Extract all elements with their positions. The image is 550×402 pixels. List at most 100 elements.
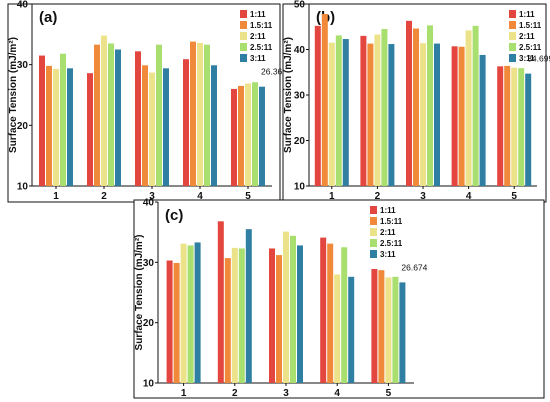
y-tick-label: 20	[17, 121, 29, 132]
bar-2-11-cat-5	[385, 277, 392, 383]
bar-1-5-11-cat-4	[458, 46, 465, 186]
legend-swatch	[509, 32, 516, 40]
bar-2-11-cat-4	[197, 42, 203, 187]
x-tick-label: 2	[101, 191, 107, 202]
legend-label: 3:11	[519, 54, 535, 63]
legend-label: 2:11	[380, 228, 396, 237]
bar-2-11-cat-2	[374, 34, 381, 186]
legend-swatch	[370, 239, 377, 247]
y-tick-label: 30	[294, 91, 306, 102]
bar-1-11-cat-5	[371, 268, 378, 383]
bar-1-5-11-cat-1	[173, 262, 180, 383]
legend-swatch	[240, 32, 247, 40]
bar-2-11-cat-1	[328, 42, 335, 186]
legend: 1:11 1.5:11 2:11 2.5:11 3:11	[509, 10, 542, 63]
bar-1-5-11-cat-2	[94, 44, 100, 186]
bar-3-11-cat-1	[67, 68, 73, 186]
legend-swatch	[509, 21, 516, 29]
x-tick-label: 2	[375, 191, 381, 202]
bar-1-5-11-cat-4	[190, 41, 196, 186]
y-tick-label: 10	[17, 182, 29, 193]
x-tick-label: 3	[149, 191, 155, 202]
legend-label: 2:11	[519, 32, 535, 41]
legend-label: 1:11	[250, 10, 266, 19]
bar-1-11-cat-1	[39, 55, 45, 186]
legend: 1:11 1.5:11 2:11 2.5:11 3:11	[370, 206, 403, 259]
bar-1-11-cat-3	[135, 51, 141, 186]
y-tick-label: 50	[294, 0, 306, 11]
legend-label: 1:11	[380, 206, 396, 215]
value-annotation: 34.699	[527, 54, 550, 64]
legend-label: 3:11	[380, 250, 396, 259]
bar-2-5-11-cat-2	[238, 248, 245, 383]
panel-label: (a)	[39, 9, 57, 26]
y-axis-title: Surface Tension (mJ/m²)	[283, 37, 294, 153]
chart-panel-3: 10 20 30 40 Surface Tension (mJ/m²) (c) 1 2 3 4 5 2…	[133, 198, 545, 399]
legend-swatch	[240, 54, 247, 62]
bar-3-11-cat-3	[297, 245, 303, 383]
bar-1-5-11-cat-3	[413, 28, 419, 186]
bar-1-11-cat-4	[320, 237, 327, 383]
legend-label: 1.5:11	[380, 217, 403, 226]
legend-swatch	[370, 206, 377, 214]
legend-label: 2.5:11	[380, 239, 403, 248]
x-tick-label: 3	[283, 388, 289, 399]
legend-label: 1.5:11	[519, 21, 542, 30]
bar-2-5-11-cat-4	[341, 247, 348, 383]
bar-3-11-cat-3	[163, 68, 169, 186]
bar-2-11-cat-1	[53, 68, 59, 186]
bar-2-11-cat-2	[231, 247, 238, 383]
bar-1-5-11-cat-5	[238, 85, 244, 186]
legend-swatch	[240, 43, 247, 51]
bar-2-11-cat-5	[511, 67, 518, 186]
bar-2-11-cat-3	[149, 72, 155, 186]
legend-swatch	[509, 10, 516, 18]
y-axis-title: Surface Tension (mJ/m²)	[8, 37, 19, 153]
bar-1-11-cat-2	[217, 221, 224, 383]
bar-2-5-11-cat-2	[108, 43, 114, 186]
legend-label: 3:11	[250, 54, 266, 63]
bar-1-5-11-cat-5	[504, 65, 511, 186]
bar-1-5-11-cat-2	[224, 258, 231, 383]
bar-1-5-11-cat-2	[367, 43, 374, 187]
bar-1-11-cat-4	[183, 59, 189, 186]
bar-2-5-11-cat-5	[518, 68, 525, 186]
value-annotation: 26.674	[401, 262, 427, 272]
legend-swatch	[509, 54, 516, 62]
x-tick-label: 5	[511, 191, 517, 202]
bar-1-11-cat-2	[360, 35, 367, 186]
bar-1-5-11-cat-3	[276, 255, 282, 383]
bar-1-11-cat-3	[269, 248, 275, 383]
bar-1-11-cat-4	[451, 46, 458, 186]
y-tick-label: 30	[17, 60, 29, 71]
bar-2-11-cat-3	[420, 43, 426, 186]
bar-1-5-11-cat-3	[142, 65, 148, 186]
bar-3-11-cat-2	[388, 44, 395, 186]
legend-swatch	[370, 217, 377, 225]
bar-3-11-cat-5	[399, 282, 406, 383]
bar-1-11-cat-1	[314, 25, 321, 187]
legend-swatch	[370, 250, 377, 258]
bar-2-5-11-cat-2	[381, 29, 388, 187]
y-tick-label: 10	[294, 182, 306, 193]
x-tick-label: 3	[420, 191, 426, 202]
bar-2-5-11-cat-5	[252, 82, 258, 186]
bar-3-11-cat-4	[479, 54, 486, 187]
y-axis-title: Surface Tension (mJ/m²)	[134, 235, 145, 351]
bar-3-11-cat-4	[348, 276, 355, 383]
bar-3-11-cat-2	[115, 49, 121, 186]
y-tick-label: 40	[17, 0, 29, 11]
bar-3-11-cat-1	[194, 242, 201, 383]
bar-2-11-cat-4	[465, 30, 472, 186]
bar-1-11-cat-5	[231, 88, 237, 186]
bar-3-11-cat-4	[211, 65, 217, 186]
x-tick-label: 1	[329, 191, 335, 202]
legend-label: 1:11	[519, 10, 535, 19]
bar-1-5-11-cat-4	[327, 243, 334, 383]
x-tick-label: 1	[181, 388, 187, 399]
x-tick-label: 5	[245, 191, 251, 202]
bar-3-11-cat-5	[259, 86, 265, 186]
y-tick-label: 20	[294, 136, 306, 147]
bar-1-5-11-cat-1	[321, 14, 328, 187]
